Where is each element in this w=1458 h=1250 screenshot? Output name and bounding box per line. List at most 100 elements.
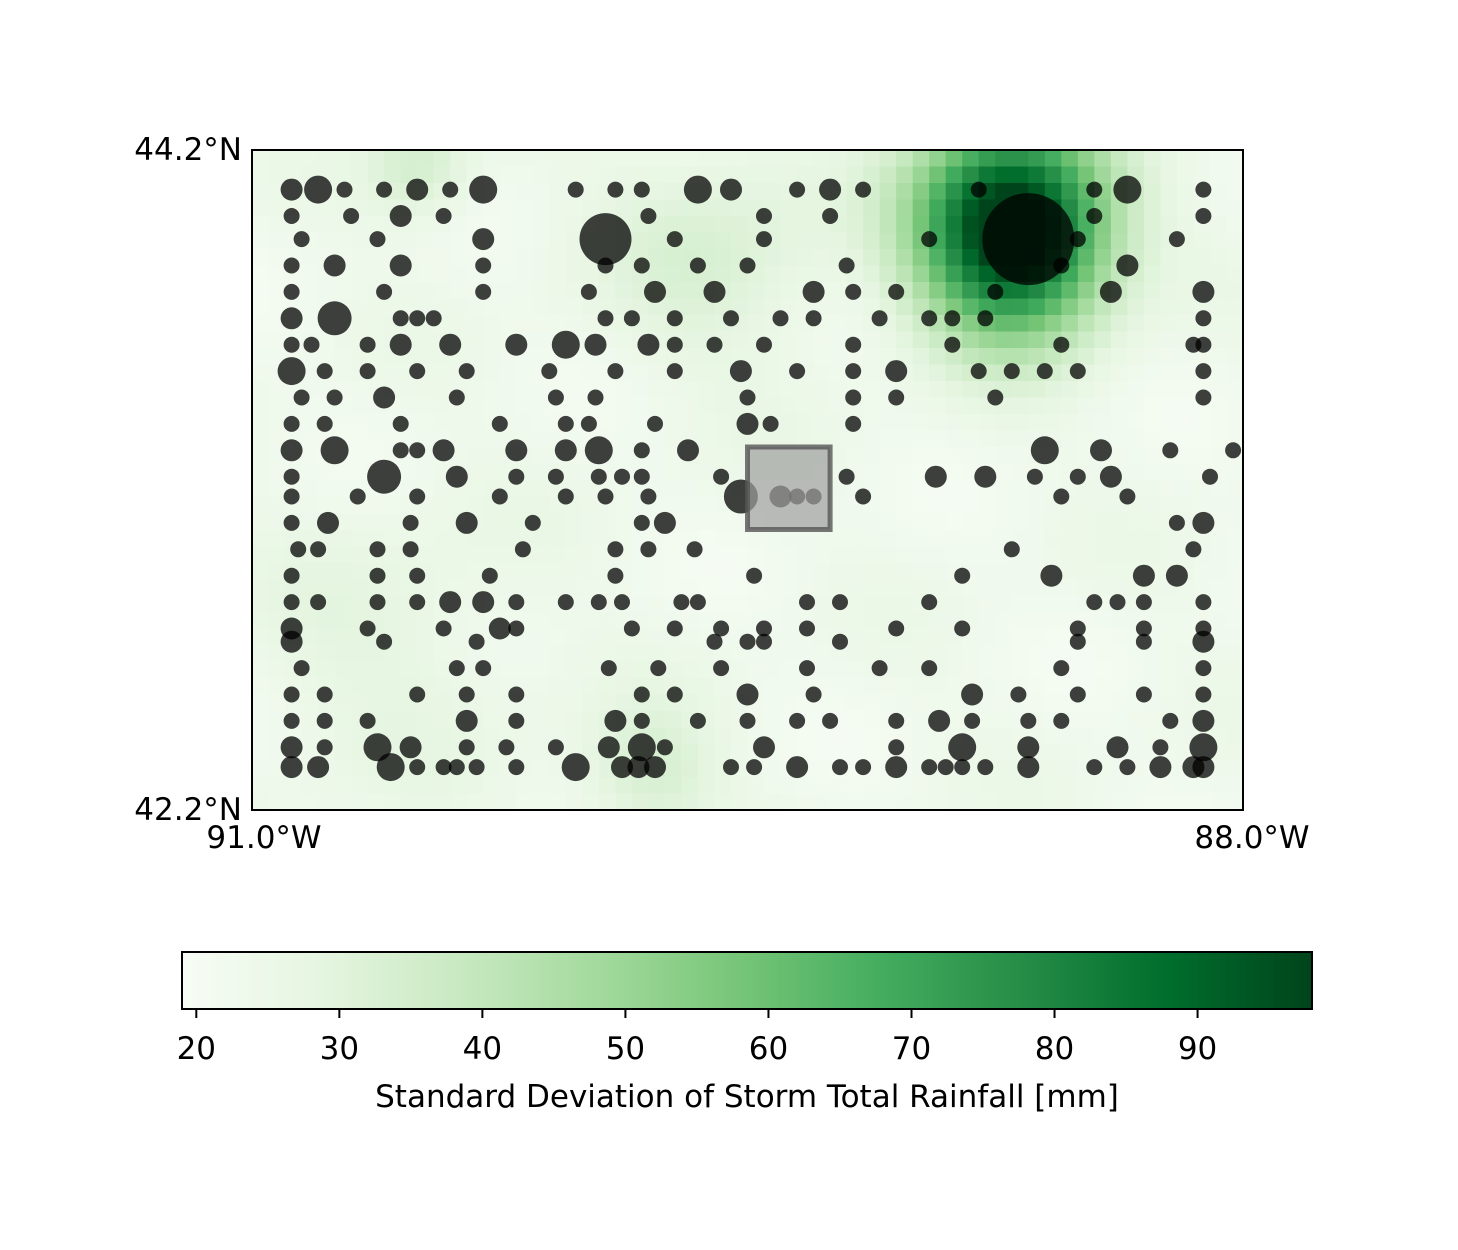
heatmap-cell [1028,282,1046,300]
gauge-marker [1053,660,1070,677]
gauge-marker [455,709,478,732]
gauge-marker [653,511,676,534]
heatmap-cell [1011,298,1029,316]
heatmap-cell [351,298,369,316]
heatmap-cell [499,150,517,168]
heatmap-cell [764,793,782,810]
heatmap-cell [1143,282,1162,300]
heatmap-cell [1193,232,1211,250]
heatmap-cell [318,199,336,217]
heatmap-cell [714,793,732,810]
heatmap-cell [318,480,336,498]
heatmap-cell [714,777,732,795]
heatmap-cell [268,232,286,250]
gauge-marker [376,633,393,650]
gauge-marker [458,739,475,756]
heatmap-cell [1176,216,1195,234]
heatmap-cell [499,661,517,679]
heatmap-cell [549,628,567,646]
heatmap-cell [615,496,633,514]
heatmap-cell [1160,496,1178,514]
heatmap-cell [1077,645,1095,663]
heatmap-cell [417,348,435,366]
heatmap-cell [1094,232,1112,250]
heatmap-cell [1011,381,1029,399]
heatmap-cell [879,430,897,448]
heatmap-cell [351,562,369,580]
heatmap-cell [813,595,831,613]
gauge-marker [1069,363,1086,380]
heatmap-cell [252,496,270,514]
heatmap-cell [417,777,435,795]
gauge-marker [445,465,468,488]
heatmap-cell [714,579,732,597]
heatmap-cell [1028,595,1046,613]
gauge-marker [590,594,607,611]
gauge-marker [1192,630,1215,653]
heatmap-cell [268,348,286,366]
heatmap-cell [879,166,897,184]
heatmap-cell [730,645,749,663]
heatmap-cell [532,661,550,679]
heatmap-cell [318,150,336,168]
heatmap-cell [252,463,270,481]
heatmap-cell [664,480,683,498]
heatmap-cell [631,595,649,613]
gauge-marker [448,389,465,406]
heatmap-cell [681,315,699,333]
heatmap-cell [334,744,352,762]
heatmap-cell [1061,562,1079,580]
heatmap-cell [400,645,418,663]
heatmap-cell [1061,282,1079,300]
heatmap-cell [1110,232,1128,250]
heatmap-cell [1226,793,1243,810]
gauge-marker [293,660,310,677]
heatmap-cell [301,298,319,316]
heatmap-cell [1110,315,1128,333]
heatmap-cell [384,364,402,382]
heatmap-cell [433,744,451,762]
gauge-marker [964,712,981,729]
heatmap-cell [747,595,765,613]
heatmap-cell [648,315,666,333]
heatmap-cell [1028,628,1046,646]
gauge-marker [376,753,405,782]
map-panel [251,149,1244,811]
heatmap-cell [1143,298,1162,316]
heatmap-cell [499,579,517,597]
heatmap-cell [631,166,649,184]
heatmap-cell [1160,645,1178,663]
gauge-marker [633,442,650,459]
heatmap-cell [664,777,683,795]
heatmap-cell [780,793,798,810]
gauge-marker [772,310,789,327]
heatmap-cell [1094,661,1112,679]
heatmap-cell [516,661,534,679]
heatmap-cell [912,166,930,184]
heatmap-cell [499,364,517,382]
heatmap-cell [1226,199,1243,217]
heatmap-cell [879,793,897,810]
heatmap-cell [1160,298,1178,316]
heatmap-cell [813,628,831,646]
gauge-marker [756,336,772,353]
heatmap-cell [466,430,484,448]
heatmap-cell [1028,166,1046,184]
heatmap-cell [648,232,666,250]
heatmap-cell [764,678,782,696]
heatmap-cell [615,150,633,168]
gauge-marker [475,660,492,677]
heatmap-cell [268,678,286,696]
heatmap-cell [1176,381,1195,399]
heatmap-cell [1160,414,1178,432]
heatmap-cell [367,793,385,810]
heatmap-cell [1028,298,1046,316]
heatmap-cell [912,628,930,646]
heatmap-cell [896,414,914,432]
heatmap-cell [1226,529,1243,547]
heatmap-cell [846,595,864,613]
heatmap-cell [1226,364,1243,382]
gauge-marker [435,620,452,637]
heatmap-cell [714,694,732,712]
heatmap-cell [252,381,270,399]
